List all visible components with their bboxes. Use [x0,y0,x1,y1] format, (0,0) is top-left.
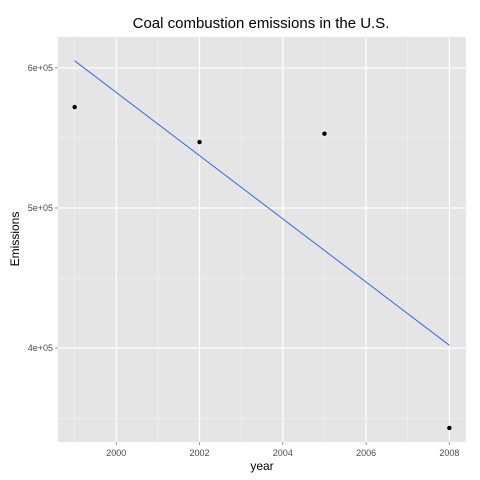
y-axis-title: Emissions [8,212,22,267]
y-tick-label: 4e+05 [28,343,53,353]
data-point [197,139,202,145]
x-tick-label: 2008 [439,448,459,458]
x-tick-label: 2002 [190,448,210,458]
major-gridlines [58,37,466,442]
x-tick-label: 2004 [273,448,293,458]
data-point [322,131,327,136]
chart-title: Coal combustion emissions in the U.S. [133,15,390,32]
data-point [72,104,77,110]
data-point [447,425,452,431]
x-axis-ticks: 2000 2002 2004 2006 2008 [106,442,459,458]
y-axis-ticks: 4e+05 5e+05 6e+05 [28,63,58,353]
trend-line-group [74,60,450,346]
x-axis-title: year [250,459,273,473]
x-tick-label: 2000 [106,448,126,458]
plot-panel [58,37,466,442]
y-tick-label: 5e+05 [28,203,53,213]
data-points [72,104,452,431]
y-tick-label: 6e+05 [28,63,53,73]
minor-gridlines [58,37,466,442]
x-tick-label: 2006 [356,448,376,458]
trend-line [74,60,450,346]
